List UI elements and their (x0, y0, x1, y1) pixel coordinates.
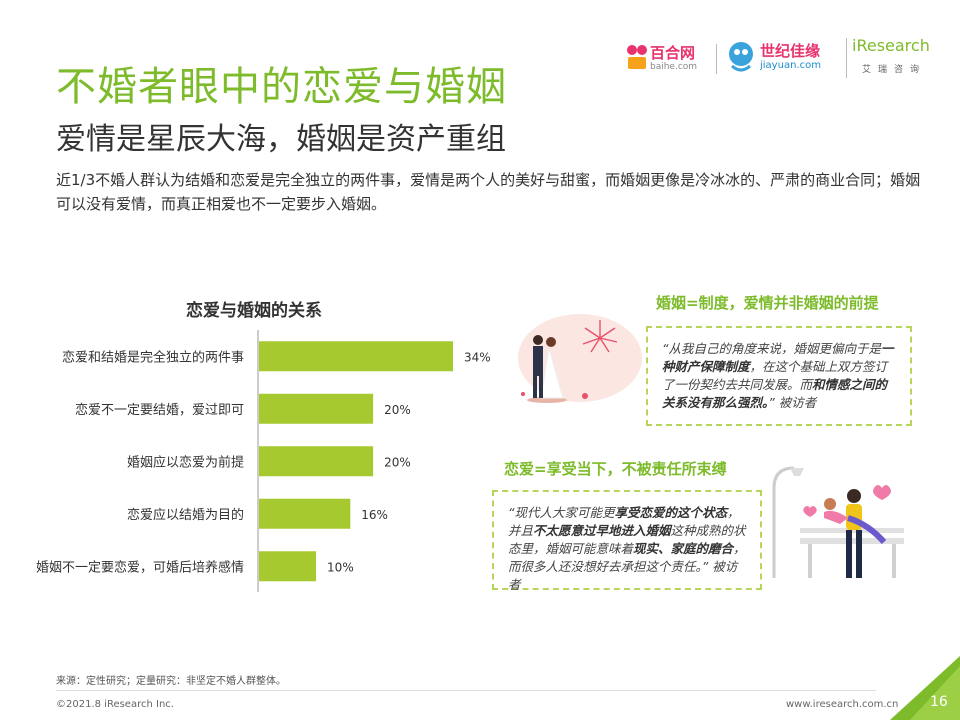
quote-segment: ” 被访者 (768, 395, 817, 410)
copyright: ©2021.8 iResearch Inc. (56, 699, 174, 710)
quote-2-text: “现代人大家可能更享受恋爱的这个状态，并且不太愿意过早地进入婚姻这种成熟的状态里… (508, 505, 746, 592)
iresearch-logo-cn: 艾瑞咨询 (862, 65, 927, 75)
wedding-couple-illustration (518, 314, 642, 403)
section2-heading: 恋爱=享受当下，不被责任所束缚 (504, 460, 727, 478)
iresearch-logo-name: iResearch (852, 36, 930, 55)
category-label: 婚姻不一定要恋爱，可婚后培养感情 (36, 559, 244, 575)
quote-segment: 和情感之间的关系没有那么强烈。 (662, 377, 888, 410)
baihe-logo-icon (627, 45, 647, 69)
baihe-logo-name: 百合网 (650, 44, 696, 62)
quote-segment: ，在这个基础上双方签订了一份契约去共同发展。而 (662, 359, 888, 392)
quote-segment: 这种成熟的状态里，婚姻可能意味着 (508, 523, 746, 556)
jiayuan-logo-name: 世纪佳缘 (760, 42, 821, 60)
value-label: 16% (361, 508, 388, 522)
logo-divider (846, 38, 847, 78)
jiayuan-logo: 世纪佳缘 jiayuan.com (726, 40, 838, 76)
category-label: 恋爱应以结婚为目的 (127, 507, 244, 523)
quote-segment: 享受恋爱的这个状态 (614, 505, 727, 520)
section1-heading: 婚姻=制度，爱情并非婚姻的前提 (656, 294, 879, 312)
bar (259, 393, 374, 424)
website-link[interactable]: www.iresearch.com.cn (786, 699, 899, 710)
quote-segment: “现代人大家可能更 (508, 505, 615, 520)
category-label: 恋爱不一定要结婚，爱过即可 (75, 402, 244, 418)
category-label: 婚姻应以恋爱为前提 (127, 454, 244, 470)
jiayuan-logo-icon (729, 42, 753, 72)
page-number: 16 (930, 694, 948, 710)
quote-segment: ，并且 (508, 505, 740, 538)
page-title: 不婚者眼中的恋爱与婚姻 (56, 64, 507, 110)
category-label: 恋爱和结婚是完全独立的两件事 (62, 349, 244, 365)
quote-box-1: “从我自己的角度来说，婚姻更偏向于是一种财产保障制度，在这个基础上双方签订了一份… (646, 326, 912, 426)
bar (259, 446, 374, 477)
quote-segment: 不太愿意过早地进入婚姻 (533, 523, 671, 538)
bar (259, 498, 351, 529)
intro-paragraph: 近1/3不婚人群认为结婚和恋爱是完全独立的两件事，爱情是两个人的美好与甜蜜，而婚… (56, 171, 921, 213)
value-label: 34% (464, 350, 490, 364)
baihe-logo: 百合网 baihe.com (626, 42, 710, 76)
quote-segment: ，而很多人还没想好去承担这个责任。” 被访者 (508, 541, 746, 592)
source-note: 来源：定性研究；定量研究：非坚定不婚人群整体。 (56, 676, 286, 687)
value-label: 10% (327, 560, 354, 574)
footer-divider (56, 690, 876, 691)
quote-segment: 现实、家庭的磨合 (633, 541, 734, 556)
quote-box-2: “现代人大家可能更享受恋爱的这个状态，并且不太愿意过早地进入婚姻这种成熟的状态里… (492, 490, 762, 592)
chart-title: 恋爱与婚姻的关系 (186, 301, 322, 321)
bar (259, 551, 317, 582)
quote-segment: “从我自己的角度来说，婚姻更偏向于是 (662, 341, 881, 356)
couple-on-bench-illustration (772, 466, 904, 578)
iresearch-logo: iResearch 艾瑞咨询 (852, 36, 936, 78)
value-label: 20% (384, 403, 411, 417)
bar-chart: 恋爱和结婚是完全独立的两件事 34% 恋爱不一定要结婚，爱过即可 20% 婚姻应以恋爱为… (36, 330, 490, 592)
bar (259, 341, 453, 372)
quote-1-text: “从我自己的角度来说，婚姻更偏向于是一种财产保障制度，在这个基础上双方签订了一份… (662, 341, 894, 410)
page-subtitle: 爱情是星辰大海，婚姻是资产重组 (56, 122, 506, 157)
jiayuan-logo-url: jiayuan.com (760, 60, 821, 71)
page-corner-decoration (890, 656, 960, 720)
baihe-logo-url: baihe.com (650, 62, 698, 72)
logo-divider (716, 44, 717, 74)
value-label: 20% (384, 455, 411, 469)
quote-segment: 一种财产保障制度 (662, 341, 894, 374)
